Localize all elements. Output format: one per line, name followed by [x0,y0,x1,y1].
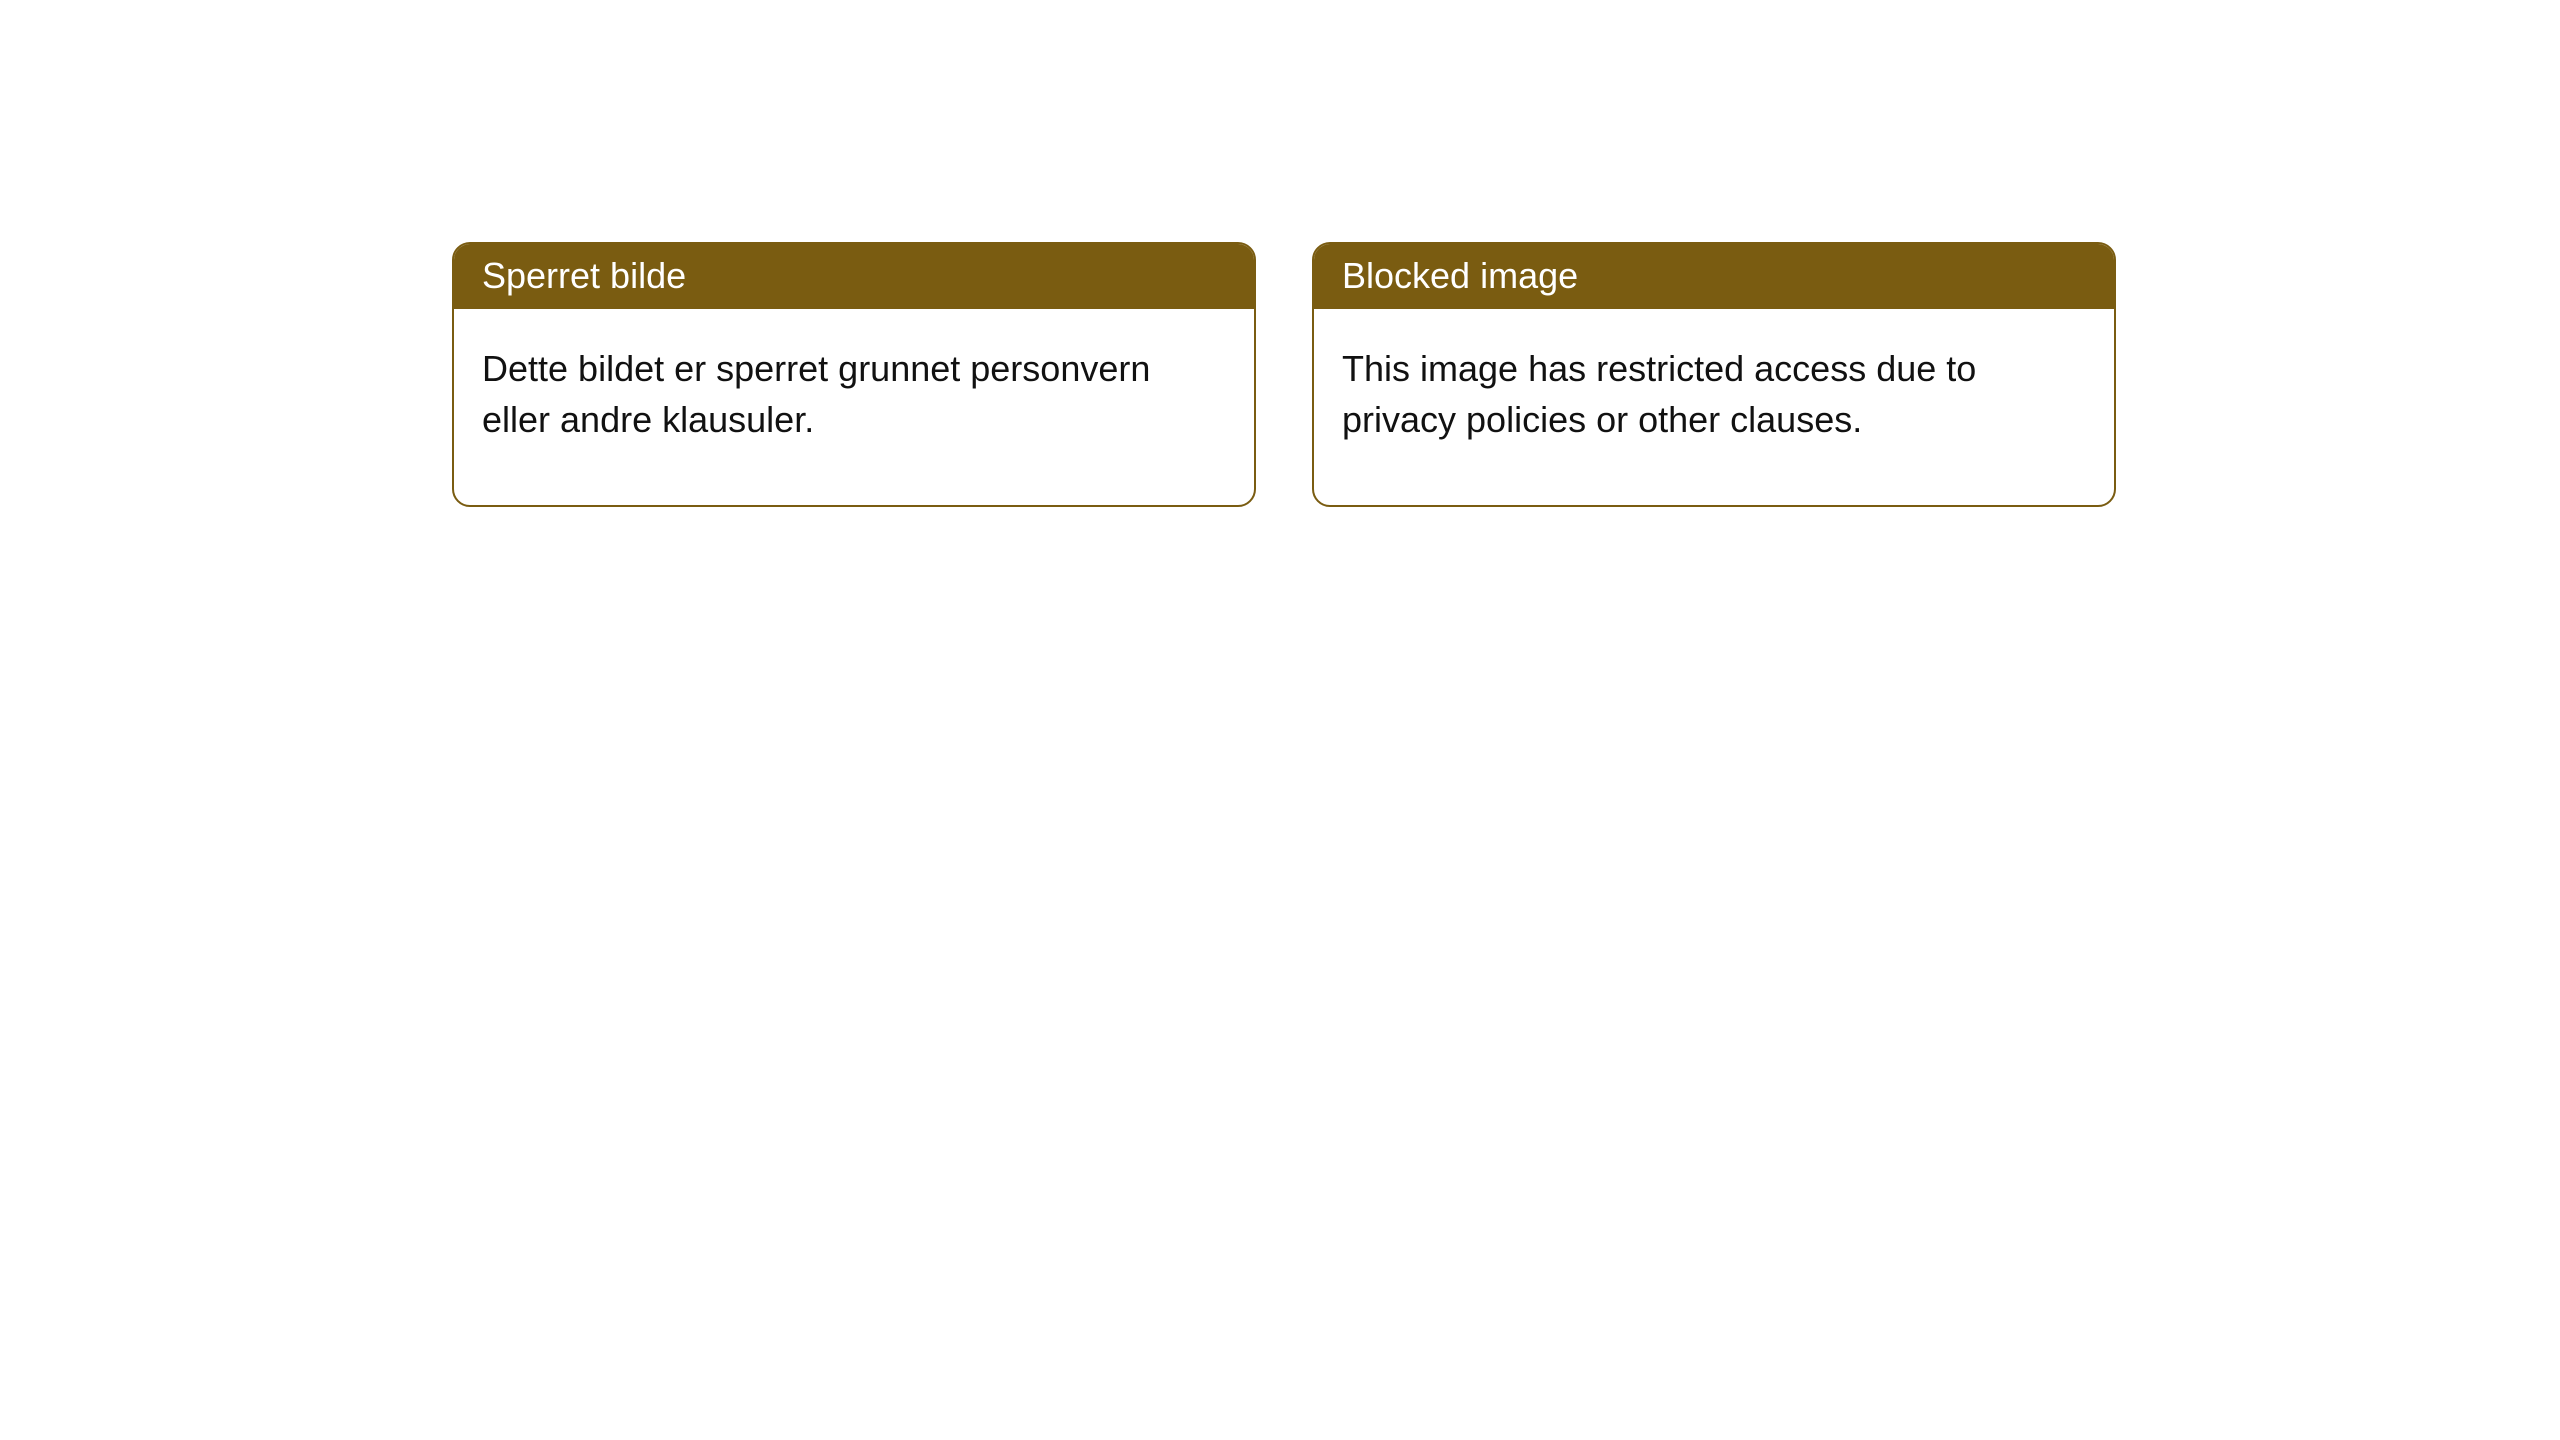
notice-header-no: Sperret bilde [454,244,1254,309]
notice-header-en: Blocked image [1314,244,2114,309]
notice-body-en: This image has restricted access due to … [1314,309,2114,505]
notice-container: Sperret bilde Dette bildet er sperret gr… [0,0,2560,507]
notice-card-no: Sperret bilde Dette bildet er sperret gr… [452,242,1256,507]
notice-body-no: Dette bildet er sperret grunnet personve… [454,309,1254,505]
notice-card-en: Blocked image This image has restricted … [1312,242,2116,507]
